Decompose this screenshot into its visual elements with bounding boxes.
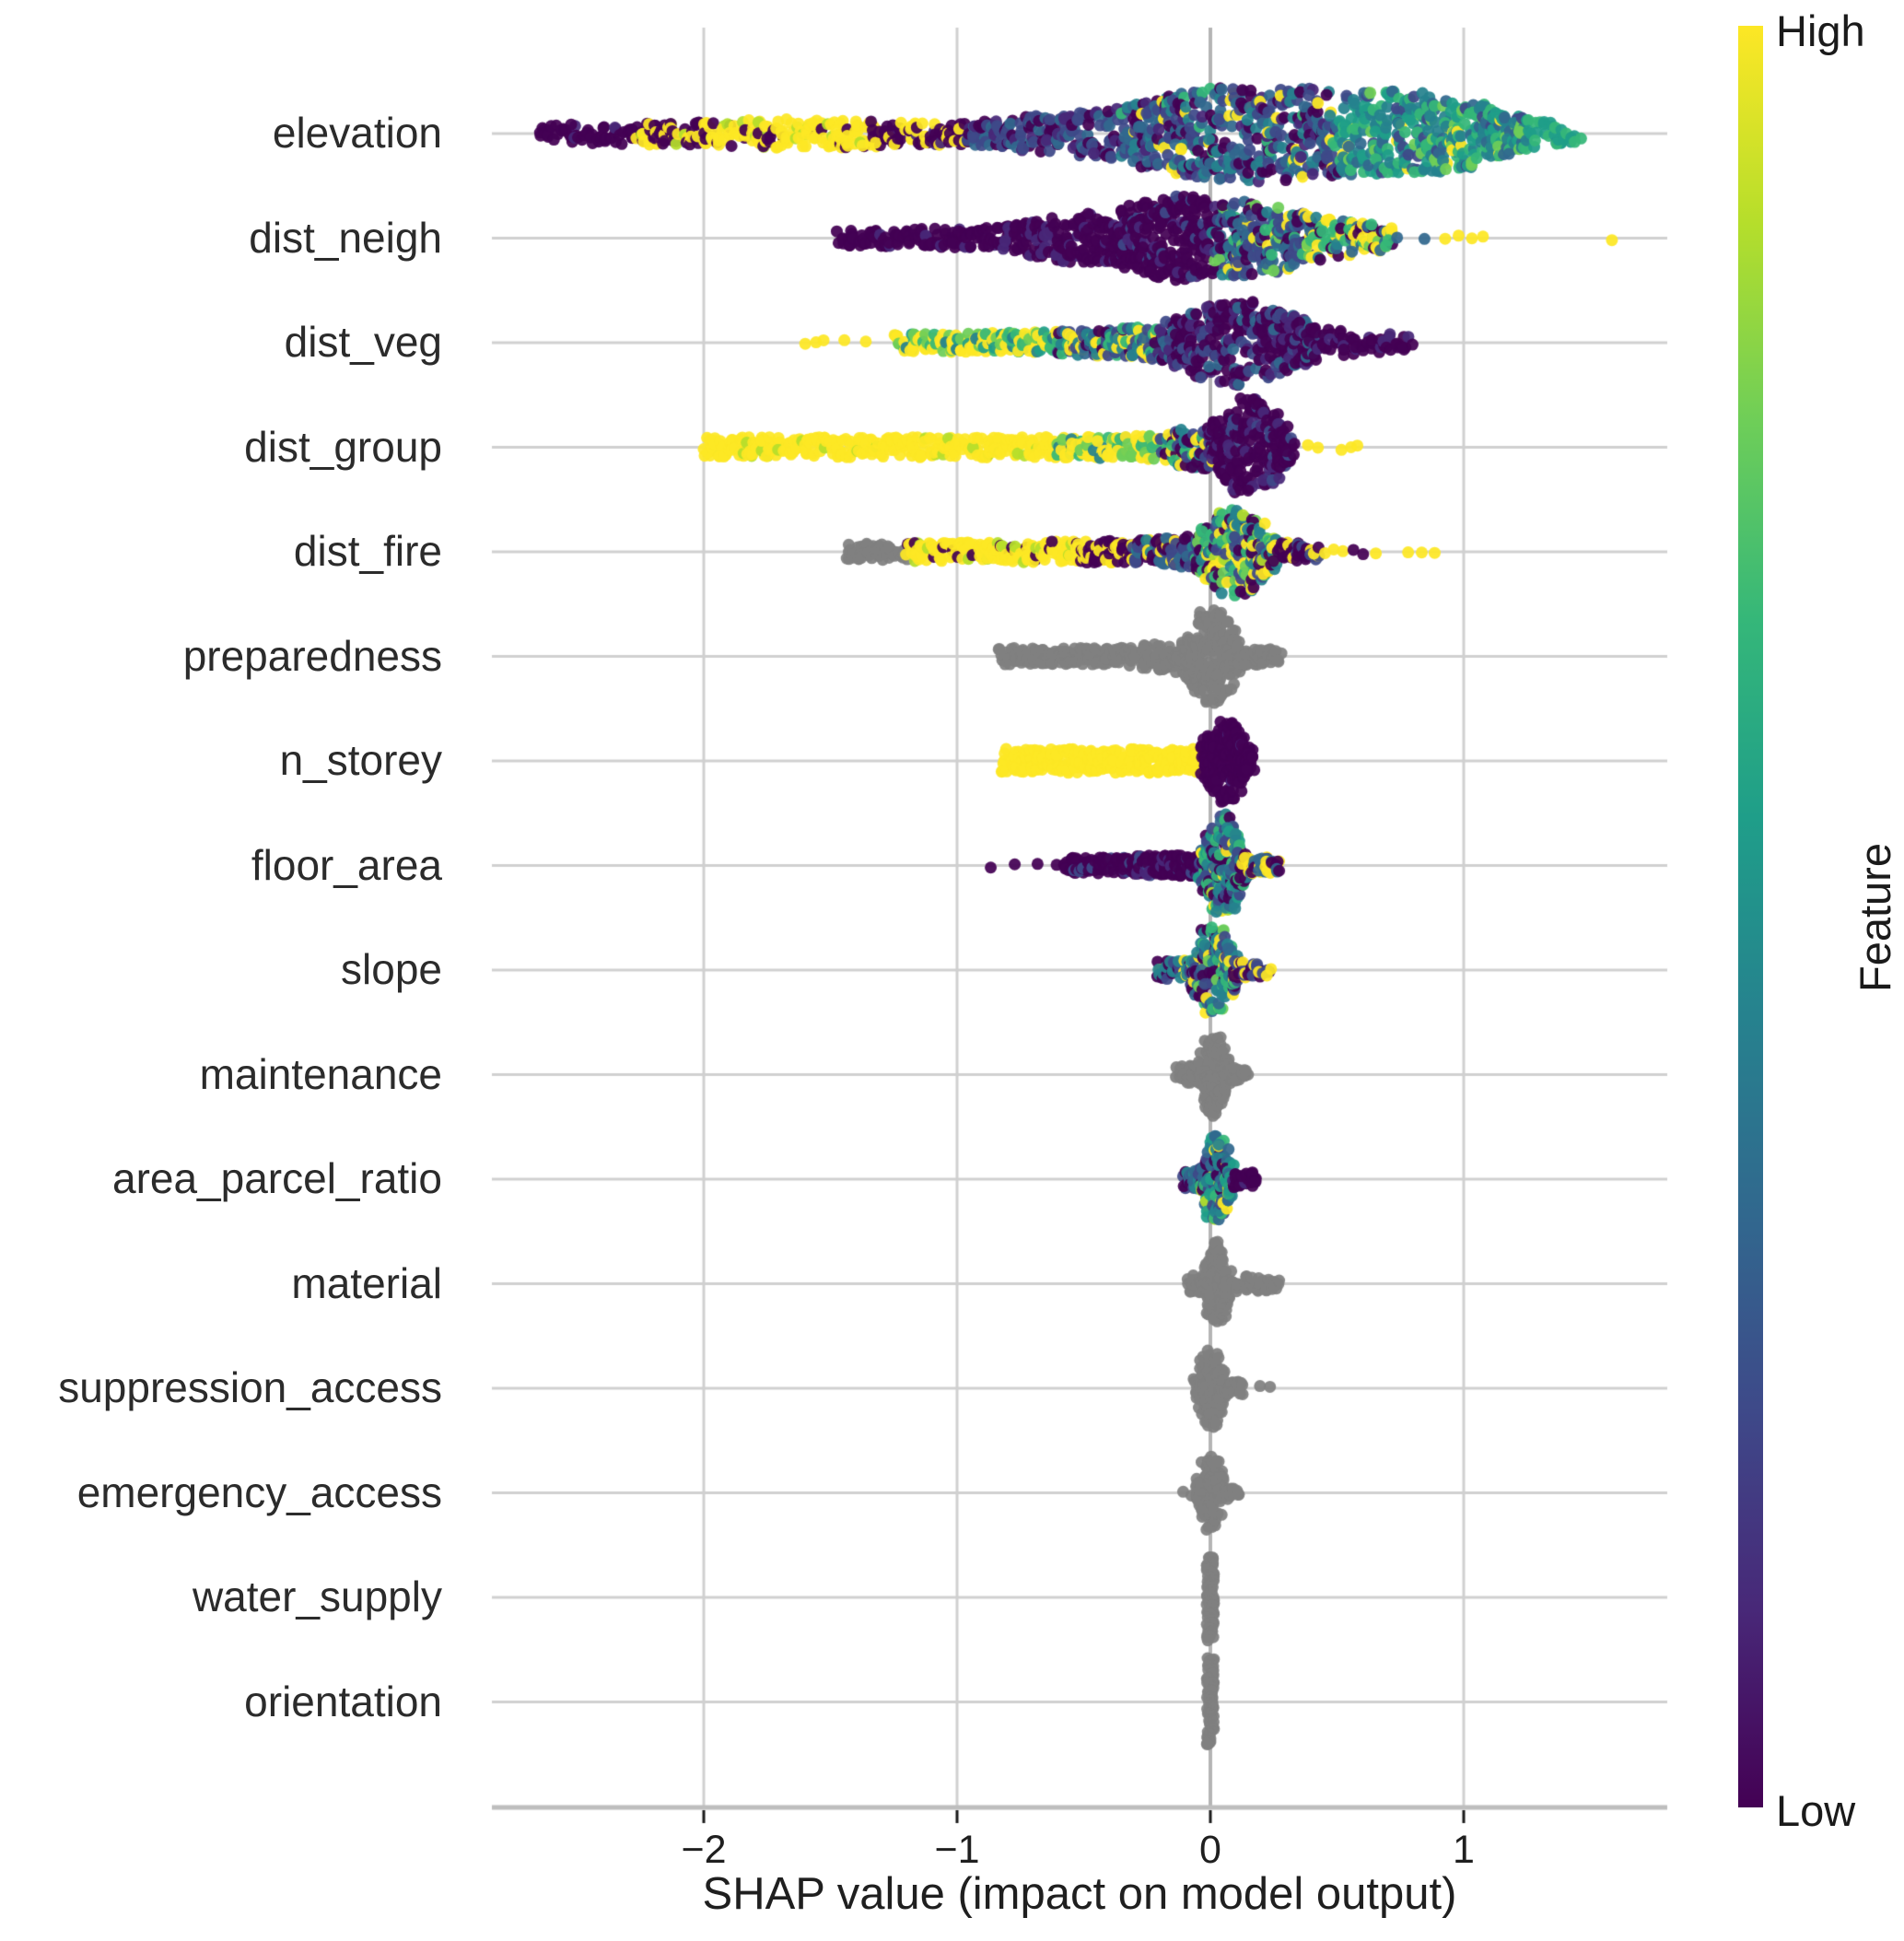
y-axis-label-preparedness: preparedness	[182, 631, 442, 680]
x-axis-title: SHAP value (impact on model output)	[702, 1869, 1457, 1919]
y-axis-label-suppression_access: suppression_access	[58, 1363, 442, 1411]
colorbar	[1738, 26, 1763, 1807]
y-axis-label-elevation: elevation	[272, 109, 442, 157]
y-axis-label-dist_group: dist_group	[244, 422, 442, 471]
x-axis-tick-label: 1	[1453, 1828, 1475, 1872]
y-axis-label-water_supply: water_supply	[192, 1573, 442, 1620]
y-axis-label-dist_neigh: dist_neigh	[249, 213, 442, 262]
y-axis-label-dist_veg: dist_veg	[284, 318, 442, 366]
y-axis-label-area_parcel_ratio: area_parcel_ratio	[111, 1154, 442, 1202]
colorbar-high-label: High	[1776, 6, 1865, 55]
y-axis-label-orientation: orientation	[244, 1677, 442, 1725]
x-axis-tick-label: 0	[1199, 1828, 1221, 1872]
y-axis-label-floor_area: floor_area	[251, 840, 442, 889]
y-axis-label-n_storey: n_storey	[279, 736, 442, 784]
y-axis-label-dist_fire: dist_fire	[293, 527, 442, 575]
colorbar-title: Feature value	[1851, 843, 1904, 992]
colorbar-low-label: Low	[1776, 1786, 1856, 1835]
x-axis-tick-label: −2	[681, 1828, 727, 1872]
y-axis-label-material: material	[291, 1258, 442, 1307]
y-axis-label-maintenance: maintenance	[199, 1049, 442, 1098]
y-axis-label-slope: slope	[341, 945, 442, 993]
x-axis-tick-label: −1	[934, 1828, 980, 1872]
y-axis-label-emergency_access: emergency_access	[76, 1467, 442, 1516]
